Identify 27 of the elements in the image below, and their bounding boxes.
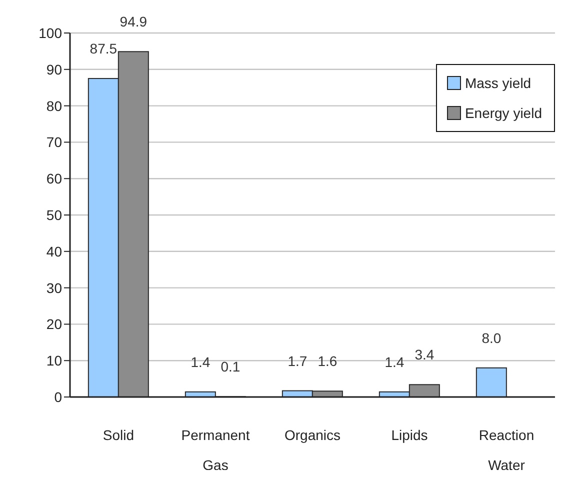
data-label: 1.6 <box>318 353 338 370</box>
y-tick-label: 20 <box>46 316 62 332</box>
y-tick-label: 90 <box>46 61 62 78</box>
y-tick-label: 50 <box>46 206 62 223</box>
data-label: 1.7 <box>288 352 308 369</box>
data-label: 1.4 <box>384 354 404 370</box>
y-tick-label: 80 <box>46 98 62 114</box>
y-tick-label: 40 <box>46 243 62 260</box>
x-tick-label: Solid <box>102 427 134 443</box>
data-label: 0.1 <box>220 358 240 375</box>
y-tick-label: 10 <box>46 352 62 369</box>
x-tick-label: Organics <box>284 427 341 443</box>
y-tick-label: 0 <box>54 388 62 405</box>
y-tick-label: 70 <box>46 134 62 150</box>
data-label: 3.4 <box>414 346 434 363</box>
data-label: 1.4 <box>190 354 210 370</box>
y-tick-label: 30 <box>46 280 62 296</box>
data-label: 94.9 <box>120 14 148 30</box>
data-label: 8.0 <box>482 330 502 346</box>
y-tick-label: 100 <box>38 24 62 41</box>
x-tick-label: Permanent Gas <box>181 427 250 473</box>
data-label: 87.5 <box>90 40 118 56</box>
legend-label: Energy yield <box>464 105 542 121</box>
x-tick-label: Lipids <box>391 427 428 443</box>
legend-label: Mass yield <box>464 75 532 91</box>
x-tick-label: Reaction Water <box>478 427 534 473</box>
y-tick-label: 60 <box>46 170 62 187</box>
